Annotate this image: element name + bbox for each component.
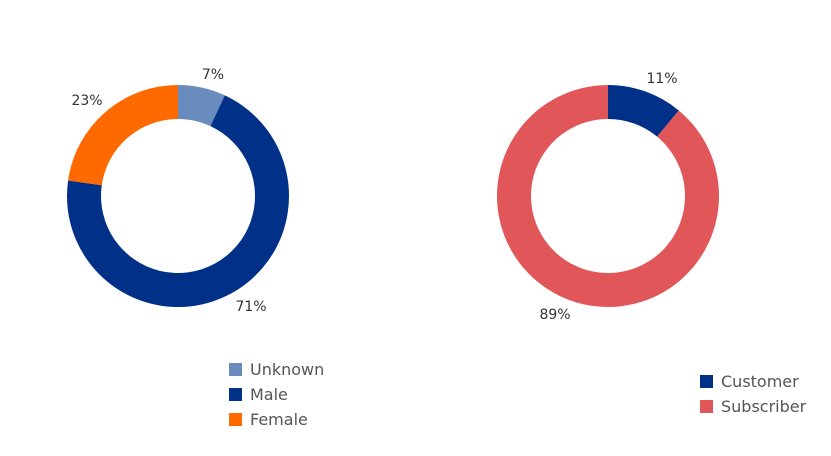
legend-swatch: [229, 363, 242, 376]
slice-subscriber: [497, 85, 719, 307]
gender-legend: Unknown Male Female: [229, 357, 324, 432]
legend-label: Male: [250, 385, 288, 404]
legend-label: Customer: [721, 372, 799, 391]
slice-unknown: [178, 85, 225, 127]
slice-label-subscriber: 89%: [539, 307, 570, 323]
legend-item-male: Male: [229, 382, 324, 407]
slice-label-customer: 11%: [646, 71, 677, 87]
legend-label: Unknown: [250, 360, 325, 379]
slice-label-female: 23%: [71, 93, 102, 109]
slice-male: [66, 95, 289, 307]
legend-swatch: [229, 388, 242, 401]
legend-item-customer: Customer: [700, 369, 806, 394]
legend-item-unknown: Unknown: [229, 357, 324, 382]
legend-swatch: [700, 375, 713, 388]
legend-item-subscriber: Subscriber: [700, 394, 806, 419]
gender-donut: 7% 71% 23%: [66, 67, 289, 315]
slice-label-male: 71%: [235, 299, 266, 315]
legend-label: Female: [250, 410, 308, 429]
slice-label-unknown: 7%: [202, 67, 224, 83]
legend-swatch: [229, 413, 242, 426]
legend-swatch: [700, 400, 713, 413]
legend-item-female: Female: [229, 407, 324, 432]
slice-customer: [608, 85, 679, 137]
legend-label: Subscriber: [721, 397, 807, 416]
user-type-donut: 11% 89%: [497, 71, 719, 323]
slice-female: [68, 85, 178, 186]
user-type-legend: Customer Subscriber: [700, 369, 806, 419]
